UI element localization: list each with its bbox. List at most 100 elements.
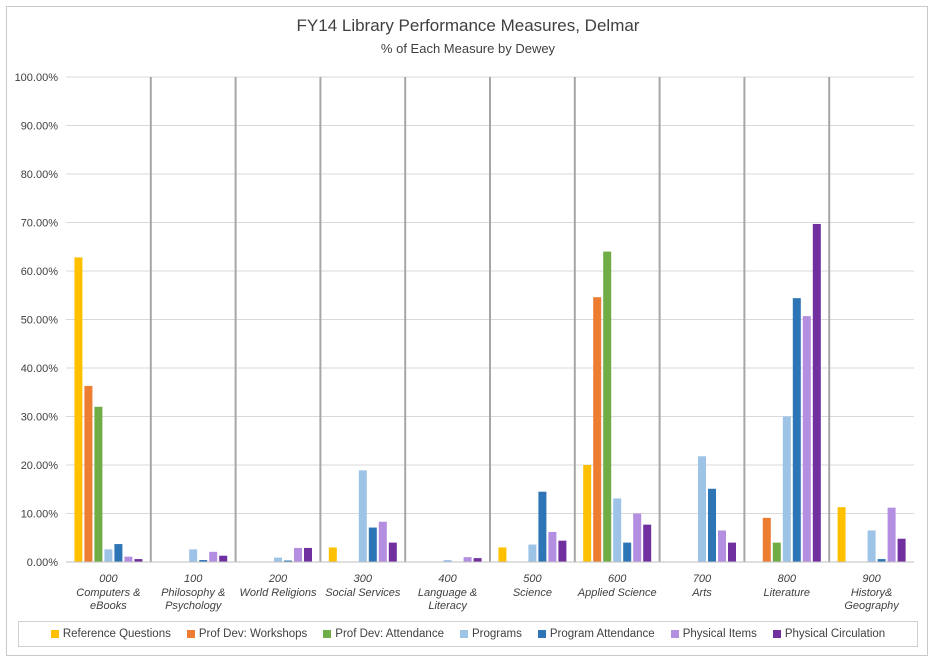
bar (558, 540, 567, 562)
bar (802, 316, 811, 562)
bar (134, 559, 143, 562)
bar (772, 542, 781, 562)
x-category-code: 500 (523, 573, 542, 585)
y-tick-label: 50.00% (21, 315, 59, 327)
legend-item: Program Attendance (537, 628, 655, 640)
legend-swatch (323, 630, 332, 638)
legend-swatch (772, 630, 781, 638)
bar (593, 297, 602, 562)
legend-swatch (50, 630, 59, 638)
bar (867, 530, 876, 562)
y-tick-label: 10.00% (21, 509, 59, 521)
legend-label: Reference Questions (62, 628, 171, 640)
y-tick-label: 30.00% (21, 412, 59, 424)
bar (473, 558, 482, 562)
x-category-label: Language & (418, 587, 477, 599)
legend-label: Prof Dev: Attendance (335, 628, 444, 640)
legend-swatch (186, 630, 195, 638)
x-category-label: World Religions (239, 587, 317, 599)
legend-item: Prof Dev: Attendance (323, 628, 444, 640)
x-category-label: Psychology (165, 600, 223, 612)
bar (463, 557, 472, 562)
bar (114, 544, 123, 562)
bar (209, 551, 218, 562)
bar (199, 560, 208, 562)
bar (583, 465, 592, 562)
bar (782, 416, 791, 562)
y-tick-label: 70.00% (21, 218, 59, 230)
x-category-label: Computers & (76, 587, 140, 599)
x-category-label: eBooks (90, 600, 127, 612)
x-category-label: Philosophy & (161, 587, 225, 599)
x-category-label: History& (851, 587, 893, 599)
x-category-label: Applied Science (577, 587, 657, 599)
x-category-code: 800 (778, 573, 797, 585)
y-tick-label: 0.00% (27, 557, 58, 569)
bar (304, 547, 312, 562)
legend-swatch (459, 630, 468, 638)
x-category-code: 700 (693, 573, 712, 585)
bar (443, 560, 452, 562)
bar (388, 542, 397, 562)
legend-label: Physical Items (682, 628, 757, 640)
bar (887, 507, 896, 562)
x-category-code: 300 (354, 573, 373, 585)
legend-label: Program Attendance (549, 628, 655, 640)
x-category-label: Geography (844, 600, 900, 612)
bar (124, 556, 133, 562)
bar (498, 547, 507, 562)
bar (104, 549, 113, 562)
bar (877, 559, 886, 562)
bar (548, 531, 557, 562)
bar (762, 517, 771, 562)
legend-label: Programs (471, 628, 522, 640)
chart-legend: Reference Questions Prof Dev: Workshops Pr… (18, 621, 918, 647)
bar (538, 491, 547, 562)
legend-swatch (537, 630, 546, 638)
y-tick-label: 90.00% (21, 121, 59, 133)
bar (812, 223, 821, 562)
x-category-code: 200 (268, 573, 288, 585)
bar (897, 538, 906, 562)
chart-title: FY14 Library Performance Measures, Delma… (296, 16, 640, 35)
legend-swatch (670, 630, 679, 638)
legend-label: Physical Circulation (784, 628, 886, 640)
x-category-code: 600 (608, 573, 627, 585)
legend-label: Prof Dev: Workshops (198, 628, 308, 640)
legend-item: Physical Items (670, 628, 757, 640)
bar (368, 527, 377, 562)
bar (718, 530, 726, 562)
y-tick-label: 40.00% (21, 363, 59, 375)
bar (294, 547, 302, 562)
y-tick-label: 60.00% (21, 266, 59, 278)
legend-item: Physical Circulation (772, 628, 886, 640)
x-category-label: Arts (691, 587, 712, 599)
bar (837, 507, 846, 562)
bar (328, 547, 337, 562)
legend-item: Programs (459, 628, 522, 640)
y-tick-label: 80.00% (21, 169, 59, 181)
legend-item: Reference Questions (50, 628, 171, 640)
bar (613, 498, 622, 562)
bar (623, 542, 632, 562)
bar (94, 406, 103, 562)
bar (698, 456, 706, 562)
bar (219, 555, 228, 562)
bar (378, 521, 387, 562)
x-category-code: 100 (184, 573, 203, 585)
bar (74, 257, 83, 562)
bar (189, 549, 198, 562)
bar (528, 544, 537, 562)
bar (84, 385, 93, 562)
y-tick-label: 100.00% (15, 72, 59, 84)
x-category-code: 000 (99, 573, 118, 585)
bar (792, 298, 801, 562)
bar (728, 542, 736, 562)
bar (643, 524, 652, 562)
bar (274, 557, 282, 562)
x-category-label: Literacy (428, 600, 468, 612)
bar (708, 488, 716, 562)
y-tick-label: 20.00% (21, 460, 59, 472)
bar (284, 560, 292, 562)
bar (358, 470, 367, 562)
